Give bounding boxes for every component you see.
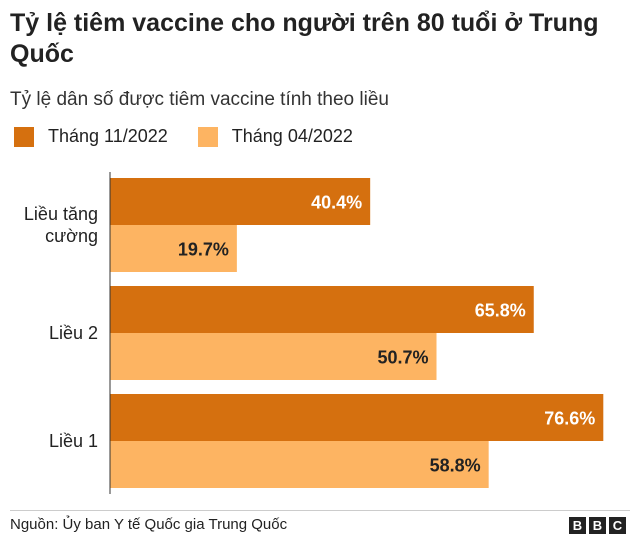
category-label: Liều tăng <box>24 204 98 224</box>
data-label: 40.4% <box>311 193 362 213</box>
bar <box>110 286 534 333</box>
data-label: 65.8% <box>475 301 526 321</box>
chart-title: Tỷ lệ tiêm vaccine cho người trên 80 tuổ… <box>10 9 599 68</box>
legend-item-nov-2022: Tháng 11/2022 <box>14 126 168 147</box>
logo-letter: B <box>569 517 586 534</box>
legend-swatch-nov-2022 <box>14 126 34 147</box>
legend-label-nov-2022: Tháng 11/2022 <box>48 126 168 146</box>
chart-subtitle: Tỷ lệ dân số được tiêm vaccine tính theo… <box>10 89 389 110</box>
category-label: cường <box>45 226 98 246</box>
legend: Tháng 11/2022 Tháng 04/2022 <box>14 126 383 147</box>
bar <box>110 178 371 225</box>
logo-letter: B <box>589 517 606 534</box>
category-label: Liều 1 <box>49 431 98 451</box>
data-label: 19.7% <box>178 240 229 260</box>
category-label: Liều 2 <box>49 323 98 343</box>
bar <box>110 333 437 380</box>
bbc-logo: B B C <box>566 517 626 534</box>
bar <box>110 441 489 488</box>
data-label: 76.6% <box>544 409 595 429</box>
data-label: 50.7% <box>377 348 428 368</box>
data-label: 58.8% <box>430 456 481 476</box>
logo-letter: C <box>609 517 626 534</box>
footer-divider <box>10 510 630 511</box>
legend-item-apr-2022: Tháng 04/2022 <box>197 126 353 147</box>
source-note: Nguồn: Ủy ban Y tế Quốc gia Trung Quốc <box>10 516 288 533</box>
legend-label-apr-2022: Tháng 04/2022 <box>231 126 353 146</box>
legend-swatch-apr-2022 <box>197 126 218 147</box>
bar <box>110 225 237 272</box>
bar <box>110 394 604 441</box>
